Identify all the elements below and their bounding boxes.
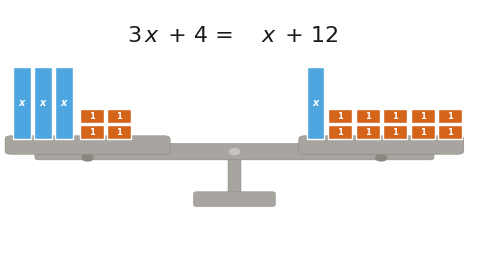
FancyBboxPatch shape (328, 125, 352, 139)
FancyBboxPatch shape (107, 109, 132, 123)
Text: 1: 1 (420, 112, 426, 121)
FancyBboxPatch shape (80, 109, 104, 123)
Text: 1: 1 (89, 112, 95, 121)
Circle shape (376, 154, 387, 161)
Text: 1: 1 (365, 127, 371, 137)
FancyBboxPatch shape (328, 109, 352, 123)
Text: 1: 1 (392, 112, 398, 121)
FancyBboxPatch shape (383, 109, 408, 123)
FancyBboxPatch shape (299, 136, 464, 154)
FancyBboxPatch shape (307, 67, 324, 139)
Text: x: x (262, 26, 275, 46)
Text: 1: 1 (116, 112, 122, 121)
Text: + 12: + 12 (278, 26, 339, 46)
Text: 1: 1 (447, 127, 453, 137)
FancyBboxPatch shape (193, 192, 276, 207)
FancyBboxPatch shape (55, 67, 72, 139)
Text: x: x (19, 98, 25, 108)
FancyBboxPatch shape (438, 109, 462, 123)
Circle shape (224, 146, 245, 158)
FancyBboxPatch shape (34, 67, 52, 139)
FancyBboxPatch shape (383, 125, 408, 139)
FancyBboxPatch shape (228, 158, 241, 194)
Circle shape (82, 154, 93, 161)
Text: 1: 1 (337, 127, 343, 137)
Text: x: x (61, 98, 67, 108)
FancyBboxPatch shape (13, 67, 31, 139)
FancyBboxPatch shape (5, 136, 170, 154)
FancyBboxPatch shape (356, 125, 380, 139)
Text: x: x (312, 98, 319, 108)
Text: x: x (40, 98, 46, 108)
Text: 1: 1 (475, 112, 480, 121)
FancyBboxPatch shape (80, 125, 104, 139)
Text: 1: 1 (365, 112, 371, 121)
Text: 1: 1 (447, 112, 453, 121)
Text: 1: 1 (420, 127, 426, 137)
Text: 1: 1 (116, 127, 122, 137)
Text: + 4 =: + 4 = (161, 26, 241, 46)
FancyBboxPatch shape (356, 109, 380, 123)
Text: 3: 3 (127, 26, 142, 46)
Text: 1: 1 (337, 112, 343, 121)
Text: 1: 1 (475, 127, 480, 137)
FancyBboxPatch shape (35, 144, 434, 160)
Text: 1: 1 (392, 127, 398, 137)
FancyBboxPatch shape (466, 125, 480, 139)
Text: x: x (145, 26, 158, 46)
FancyBboxPatch shape (410, 109, 435, 123)
Text: 1: 1 (89, 127, 95, 137)
FancyBboxPatch shape (410, 125, 435, 139)
Circle shape (229, 149, 240, 155)
FancyBboxPatch shape (107, 125, 132, 139)
FancyBboxPatch shape (466, 109, 480, 123)
FancyBboxPatch shape (438, 125, 462, 139)
